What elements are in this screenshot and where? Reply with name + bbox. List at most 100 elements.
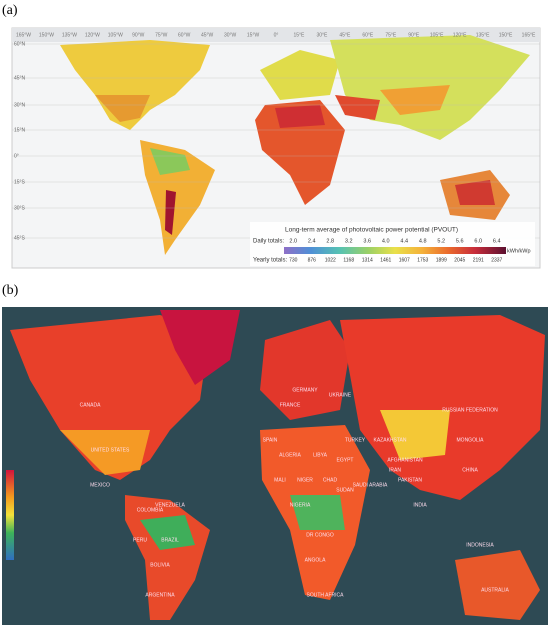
- country-label: CHAD: [323, 477, 338, 483]
- country-label: NIGERIA: [290, 502, 311, 508]
- latitude-label: 0°: [14, 153, 19, 159]
- legend-daily-value: 2.0: [289, 238, 297, 244]
- latitude-label: 45°N: [14, 75, 26, 81]
- country-label: CANADA: [80, 402, 102, 408]
- longitude-label: 0°: [274, 32, 279, 38]
- country-label: VENEZUELA: [155, 502, 185, 508]
- legend-yearly-value: 2337: [491, 257, 502, 263]
- country-label: INDONESIA: [466, 542, 494, 548]
- legend-yearly-value: 730: [289, 257, 298, 263]
- map-b: CANADA UNITED STATES MEXICO BRAZIL ARGENTINA…: [2, 307, 548, 625]
- legend-unit: kWh/kWp: [507, 248, 531, 254]
- legend-daily-label: Daily totals:: [253, 239, 284, 245]
- longitude-label: 15°E: [294, 32, 306, 38]
- legend-yearly-value: 1022: [325, 257, 336, 263]
- country-label: PAKISTAN: [398, 477, 422, 483]
- country-label: IRAN: [389, 467, 401, 473]
- country-label: GERMANY: [292, 387, 318, 393]
- country-label: MEXICO: [90, 482, 110, 488]
- longitude-label: 30°E: [316, 32, 328, 38]
- legend-daily-value: 4.0: [382, 238, 390, 244]
- legend-daily-value: 2.4: [308, 238, 316, 244]
- longitude-label: 135°W: [62, 32, 77, 38]
- legend-daily-value: 3.2: [345, 238, 353, 244]
- longitude-label: 15°W: [247, 32, 260, 38]
- country-label: UKRAINE: [329, 392, 352, 398]
- longitude-label: 60°E: [362, 32, 374, 38]
- country-label: SOUTH AFRICA: [307, 592, 345, 598]
- country-label: DR CONGO: [306, 532, 334, 538]
- longitude-label: 90°E: [408, 32, 420, 38]
- map-a: 165°W 150°W 135°W 120°W 105°W 90°W 75°W 60°W 45°…: [11, 27, 541, 269]
- latitude-label: 30°S: [14, 205, 26, 211]
- panel-label: (a): [2, 3, 18, 18]
- legend-yearly-value: 1314: [362, 257, 373, 263]
- legend-daily-value: 4.4: [400, 238, 408, 244]
- country-label: EGYPT: [337, 457, 354, 463]
- legend-yearly-value: 1461: [380, 257, 391, 263]
- country-label: RUSSIAN FEDERATION: [442, 407, 498, 413]
- legend-yearly-value: 1899: [436, 257, 447, 263]
- legend-daily-value: 2.8: [326, 238, 334, 244]
- longitude-label: 75°E: [385, 32, 397, 38]
- latitude-label: 15°N: [14, 127, 26, 133]
- country-label: SAUDI ARABIA: [353, 482, 388, 488]
- legend-daily-value: 6.0: [474, 238, 482, 244]
- legend-daily-value: 3.6: [363, 238, 371, 244]
- country-label: LIBYA: [313, 452, 327, 458]
- country-label: AUSTRALIA: [481, 587, 509, 593]
- latitude-label: 15°S: [14, 179, 26, 185]
- country-label: PERU: [133, 537, 147, 543]
- country-label: CHINA: [462, 467, 478, 473]
- country-label: FRANCE: [280, 402, 301, 408]
- longitude-label: 150°W: [39, 32, 54, 38]
- legend-daily-value: 6.4: [493, 238, 501, 244]
- country-label: SUDAN: [336, 487, 354, 493]
- legend-daily-value: 5.6: [456, 238, 464, 244]
- country-label: BOLIVIA: [150, 562, 170, 568]
- legend-yearly-value: 2191: [473, 257, 484, 263]
- longitude-label: 90°W: [132, 32, 145, 38]
- country-label: AFGHANISTAN: [387, 457, 423, 463]
- legend-yearly-value: 2045: [454, 257, 465, 263]
- latitude-label: 45°S: [14, 235, 26, 241]
- legend-daily-value: 5.2: [437, 238, 445, 244]
- longitude-label: 45°E: [339, 32, 351, 38]
- legend-title: Long-term average of photovoltaic power …: [285, 227, 458, 234]
- longitude-label: 30°W: [224, 32, 237, 38]
- country-label: INDIA: [413, 502, 427, 508]
- country-label: BRAZIL: [161, 537, 179, 543]
- legend-daily-value: 4.8: [419, 238, 427, 244]
- legend-yearly-value: 1168: [343, 257, 354, 263]
- longitude-label: 120°E: [453, 32, 467, 38]
- longitude-label: 165°E: [522, 32, 536, 38]
- longitude-label: 150°E: [499, 32, 513, 38]
- panel-label: (b): [2, 283, 19, 298]
- country-label: ANGOLA: [305, 557, 327, 563]
- legend-yearly-label: Yearly totals:: [253, 258, 287, 264]
- country-label: ALGERIA: [279, 452, 301, 458]
- longitude-label: 75°W: [155, 32, 168, 38]
- country-label: ARGENTINA: [145, 592, 175, 598]
- longitude-label: 60°W: [178, 32, 191, 38]
- country-label: MALI: [274, 477, 286, 483]
- legend-yearly-value: 1607: [399, 257, 410, 263]
- longitude-label: 120°W: [85, 32, 100, 38]
- country-label: KAZAKHSTAN: [374, 437, 407, 443]
- longitude-label: 135°E: [476, 32, 490, 38]
- country-label: TURKEY: [345, 437, 366, 443]
- country-label: NIGER: [297, 477, 313, 483]
- country-label: SPAIN: [263, 437, 278, 443]
- latitude-label: 60°N: [14, 41, 26, 47]
- country-label: COLOMBIA: [137, 507, 164, 513]
- legend-yearly-value: 876: [308, 257, 317, 263]
- longitude-label: 105°W: [108, 32, 123, 38]
- latitude-label: 30°N: [14, 102, 26, 108]
- legend-yearly-value: 1753: [417, 257, 428, 263]
- country-label: UNITED STATES: [91, 447, 130, 453]
- longitude-label: 45°W: [201, 32, 214, 38]
- country-label: MONGOLIA: [457, 437, 485, 443]
- longitude-label: 165°W: [16, 32, 31, 38]
- longitude-label: 105°E: [430, 32, 444, 38]
